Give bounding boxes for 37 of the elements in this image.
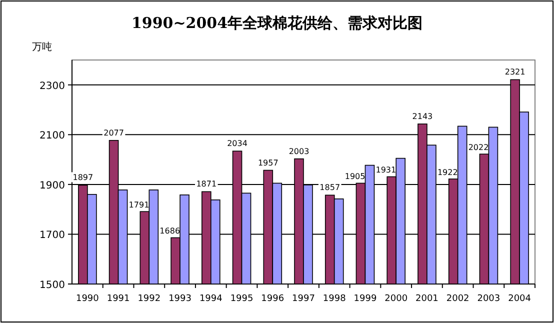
x-tick-label: 1994 (199, 294, 223, 304)
data-label: 2143 (412, 112, 433, 121)
data-label: 1931 (376, 166, 396, 175)
data-label: 1922 (437, 168, 458, 177)
x-tick-label: 1997 (292, 294, 315, 304)
data-label: 2077 (104, 128, 124, 138)
data-label: 2022 (468, 143, 489, 152)
y-tick-label: 2300 (40, 80, 65, 92)
x-tick-label: 1995 (230, 294, 254, 304)
y-tick-label: 1900 (40, 180, 65, 192)
data-label: 2034 (227, 139, 248, 148)
x-tick-label: 1998 (322, 294, 346, 304)
y-tick-label: 1700 (40, 230, 65, 242)
data-label: 1686 (160, 226, 180, 236)
chart-title: 1990~2004年全球棉花供给、需求对比图 (131, 14, 423, 32)
y-axis-title: 万吨 (32, 41, 52, 53)
x-tick-label: 1993 (168, 294, 192, 304)
x-tick-label: 2000 (384, 294, 408, 304)
data-label: 1857 (320, 183, 340, 192)
x-tick-label: 2004 (508, 294, 532, 304)
x-tick-label: 1996 (261, 294, 284, 304)
x-tick-label: 2001 (416, 294, 438, 304)
x-tick-label: 2003 (477, 294, 500, 304)
data-label: 2321 (504, 68, 526, 77)
data-label: 1957 (258, 158, 278, 168)
y-tick-label: 1500 (40, 280, 65, 291)
x-tick-label: 2002 (446, 294, 470, 304)
data-label: 2003 (288, 146, 310, 156)
x-tick-label: 1990 (76, 294, 100, 304)
data-label: 1871 (196, 180, 217, 189)
y-tick-label: 2100 (40, 130, 65, 142)
x-tick-label: 1999 (354, 294, 377, 304)
data-label: 1905 (344, 172, 366, 182)
x-tick-label: 1992 (138, 294, 161, 304)
x-tick-label: 1991 (106, 294, 130, 304)
data-label: 1897 (72, 173, 94, 182)
data-label: 1791 (128, 200, 150, 210)
